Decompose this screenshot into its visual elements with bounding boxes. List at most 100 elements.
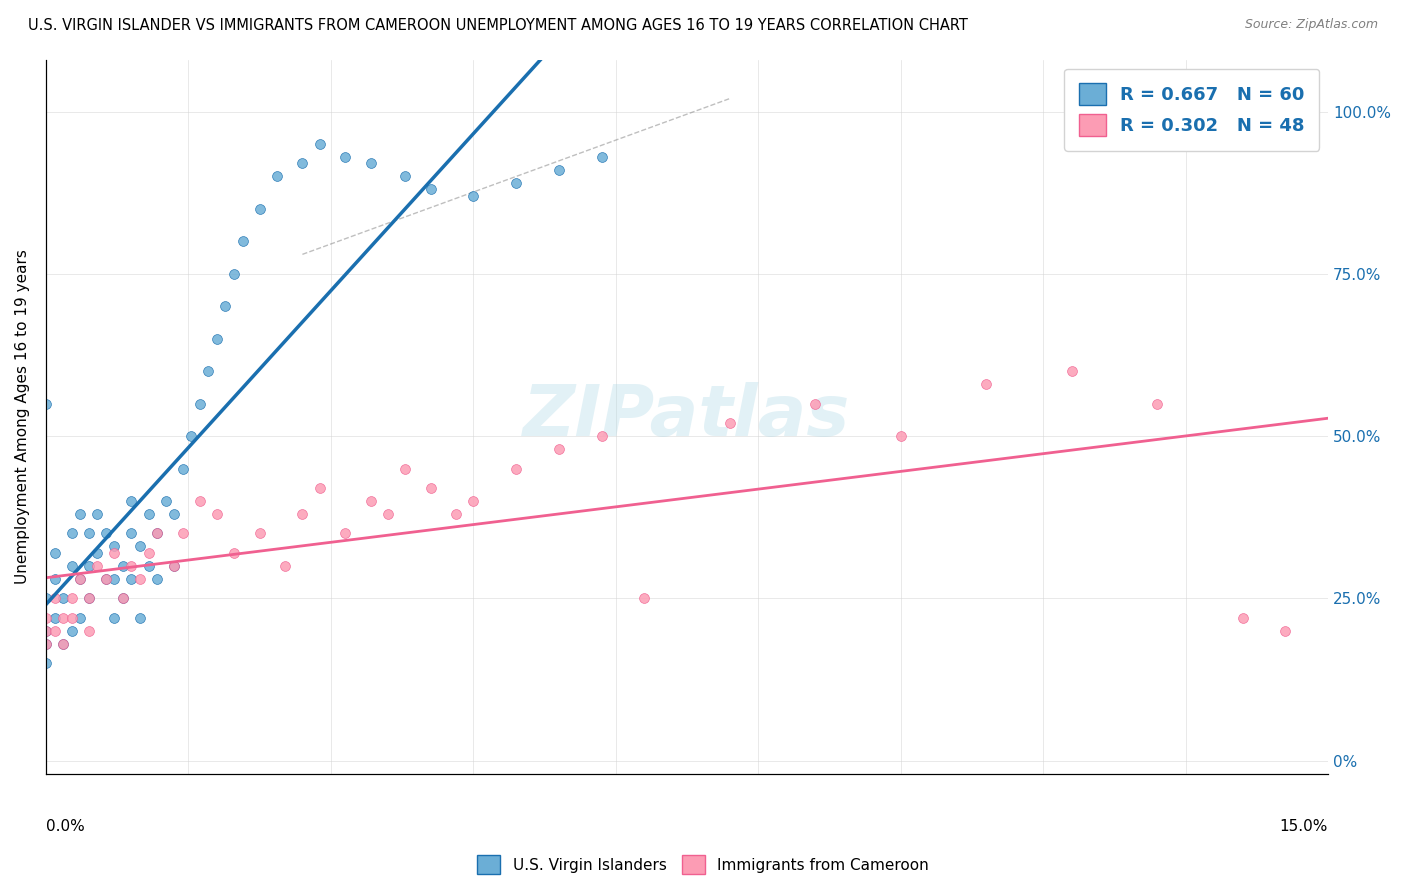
Point	[35, 397, 58, 411]
Point	[103, 611, 125, 625]
Point	[111, 591, 134, 606]
Point	[1146, 397, 1168, 411]
Point	[120, 494, 142, 508]
Point	[163, 558, 186, 573]
Point	[35, 624, 58, 638]
Point	[547, 163, 569, 178]
Point	[974, 377, 997, 392]
Point	[394, 169, 416, 184]
Point	[44, 591, 66, 606]
Point	[94, 572, 117, 586]
Point	[77, 591, 100, 606]
Point	[77, 526, 100, 541]
Point	[77, 591, 100, 606]
Point	[60, 624, 83, 638]
Point	[446, 507, 468, 521]
Point	[214, 299, 236, 313]
Point	[188, 494, 211, 508]
Point	[291, 156, 314, 170]
Point	[35, 637, 58, 651]
Text: 0.0%: 0.0%	[46, 819, 84, 834]
Point	[35, 624, 58, 638]
Point	[333, 526, 356, 541]
Point	[146, 526, 169, 541]
Legend: U.S. Virgin Islanders, Immigrants from Cameroon: U.S. Virgin Islanders, Immigrants from C…	[471, 849, 935, 880]
Point	[394, 461, 416, 475]
Point	[591, 429, 613, 443]
Point	[180, 429, 202, 443]
Point	[103, 546, 125, 560]
Point	[274, 558, 297, 573]
Point	[1232, 611, 1254, 625]
Point	[69, 572, 91, 586]
Point	[77, 624, 100, 638]
Point	[197, 364, 219, 378]
Point	[377, 507, 399, 521]
Point	[35, 637, 58, 651]
Point	[86, 546, 108, 560]
Point	[591, 150, 613, 164]
Point	[155, 494, 177, 508]
Point	[249, 202, 271, 216]
Point	[146, 572, 169, 586]
Point	[308, 136, 330, 151]
Point	[138, 546, 160, 560]
Point	[188, 397, 211, 411]
Point	[52, 637, 75, 651]
Point	[44, 611, 66, 625]
Point	[163, 507, 186, 521]
Point	[718, 416, 741, 430]
Legend: R = 0.667   N = 60, R = 0.302   N = 48: R = 0.667 N = 60, R = 0.302 N = 48	[1064, 69, 1319, 151]
Point	[52, 611, 75, 625]
Point	[146, 526, 169, 541]
Point	[249, 526, 271, 541]
Point	[266, 169, 288, 184]
Point	[138, 507, 160, 521]
Point	[1060, 364, 1083, 378]
Point	[60, 611, 83, 625]
Text: ZIPatlas: ZIPatlas	[523, 382, 851, 451]
Point	[35, 657, 58, 671]
Point	[222, 267, 245, 281]
Point	[205, 507, 228, 521]
Point	[463, 189, 485, 203]
Text: Source: ZipAtlas.com: Source: ZipAtlas.com	[1244, 18, 1378, 31]
Point	[360, 156, 382, 170]
Point	[111, 591, 134, 606]
Point	[111, 558, 134, 573]
Point	[463, 494, 485, 508]
Point	[163, 558, 186, 573]
Point	[129, 540, 152, 554]
Point	[69, 507, 91, 521]
Point	[86, 507, 108, 521]
Point	[333, 150, 356, 164]
Point	[1274, 624, 1296, 638]
Y-axis label: Unemployment Among Ages 16 to 19 years: Unemployment Among Ages 16 to 19 years	[15, 249, 30, 584]
Text: U.S. VIRGIN ISLANDER VS IMMIGRANTS FROM CAMEROON UNEMPLOYMENT AMONG AGES 16 TO 1: U.S. VIRGIN ISLANDER VS IMMIGRANTS FROM …	[28, 18, 967, 33]
Point	[94, 572, 117, 586]
Point	[419, 182, 441, 196]
Point	[44, 572, 66, 586]
Point	[69, 572, 91, 586]
Point	[103, 572, 125, 586]
Point	[308, 481, 330, 495]
Point	[69, 611, 91, 625]
Point	[60, 558, 83, 573]
Point	[120, 572, 142, 586]
Point	[35, 611, 58, 625]
Point	[86, 558, 108, 573]
Point	[60, 591, 83, 606]
Point	[44, 546, 66, 560]
Point	[172, 461, 194, 475]
Point	[205, 332, 228, 346]
Point	[138, 558, 160, 573]
Point	[44, 624, 66, 638]
Point	[419, 481, 441, 495]
Point	[77, 558, 100, 573]
Point	[35, 591, 58, 606]
Point	[222, 546, 245, 560]
Point	[505, 461, 527, 475]
Point	[172, 526, 194, 541]
Point	[129, 572, 152, 586]
Point	[232, 235, 254, 249]
